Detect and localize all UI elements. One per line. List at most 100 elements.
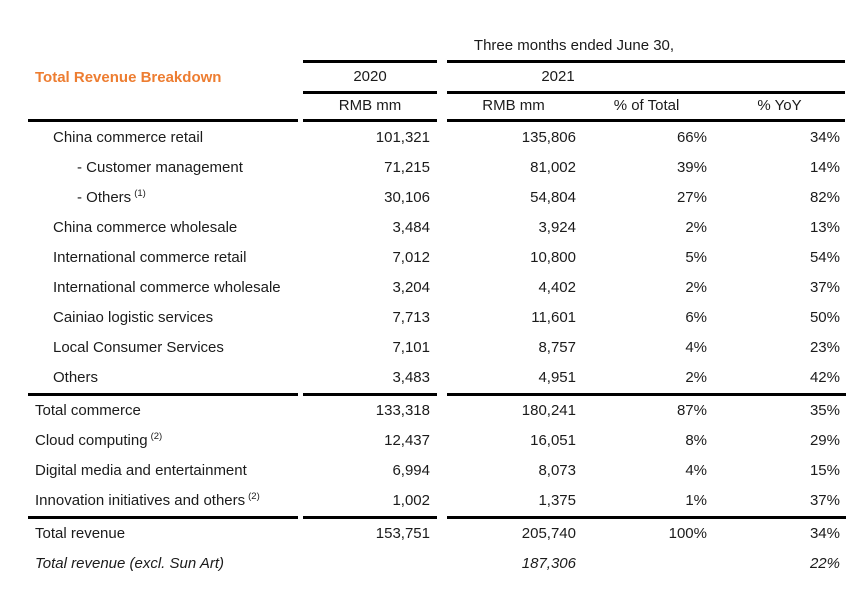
row-label-text: Total revenue (excl. Sun Art) (35, 555, 224, 572)
value-2021: 8,073 (538, 462, 576, 479)
value-2021: 3,924 (538, 219, 576, 236)
row-label-text: Total commerce (35, 402, 141, 419)
value-pct-of-total: 4% (685, 339, 707, 356)
row-label: International commerce wholesale (28, 273, 303, 303)
value-pct-yoy: 13% (809, 219, 840, 236)
value-pct-yoy: 29% (809, 432, 840, 449)
value-2021: 187,306 (521, 555, 576, 572)
value-2020: 133,318 (375, 402, 430, 419)
value-pct-of-total: 8% (685, 432, 707, 449)
table-row: - Others (1) 30,106 54,804 27% 82% (28, 183, 846, 213)
value-pct-yoy: 42% (809, 369, 840, 386)
value-pct-yoy: 15% (809, 462, 840, 479)
value-pct-yoy: 23% (809, 339, 840, 356)
value-2021: 1,375 (538, 492, 576, 509)
footnote-marker: (1) (134, 188, 146, 199)
table-row: Total commerce 133,318 180,241 87% 35% (28, 396, 846, 426)
divider-segment-2021 (447, 393, 846, 396)
value-pct-yoy: 34% (809, 525, 840, 542)
year-2020-header: 2020 (353, 68, 387, 85)
value-2020: 7,713 (392, 309, 430, 326)
value-pct-of-total: 1% (685, 492, 707, 509)
value-pct-of-total: 2% (685, 219, 707, 236)
divider-segment-labels (28, 393, 298, 396)
column-header-pct-yoy: % YoY (757, 97, 802, 114)
table-top-rule-2021 (447, 119, 845, 122)
value-2021: 4,402 (538, 279, 576, 296)
column-header-rmb-2020: RMB mm (338, 97, 402, 114)
value-2021: 180,241 (521, 402, 576, 419)
value-pct-of-total: 27% (676, 189, 707, 206)
row-label: International commerce retail (28, 243, 303, 273)
value-pct-of-total: 100% (668, 525, 707, 542)
row-label-text: International commerce wholesale (53, 279, 281, 296)
value-2020: 3,483 (392, 369, 430, 386)
row-label: Others (28, 363, 303, 393)
row-label-text: Local Consumer Services (53, 339, 224, 356)
value-2020: 101,321 (375, 129, 430, 146)
row-label-text: International commerce retail (53, 249, 247, 266)
value-2021: 10,800 (530, 249, 576, 266)
value-2020: 30,106 (384, 189, 430, 206)
value-pct-yoy: 50% (809, 309, 840, 326)
divider-segment-2020 (303, 516, 437, 519)
row-label: Cloud computing (2) (28, 426, 303, 456)
row-label-text: Innovation initiatives and others (35, 492, 246, 509)
value-2021: 4,951 (538, 369, 576, 386)
table-row: China commerce wholesale 3,484 3,924 2% … (28, 213, 846, 243)
section-divider (28, 516, 846, 519)
divider-segment-2021 (447, 516, 846, 519)
value-pct-yoy: 54% (809, 249, 840, 266)
value-pct-of-total: 2% (685, 279, 707, 296)
value-pct-of-total: 87% (676, 402, 707, 419)
value-2021: 54,804 (530, 189, 576, 206)
value-pct-of-total: 5% (685, 249, 707, 266)
footnote-marker: (2) (248, 491, 260, 502)
table-body: China commerce retail 101,321 135,806 66… (28, 123, 846, 579)
value-pct-yoy: 34% (809, 129, 840, 146)
page-title: Total Revenue Breakdown (35, 69, 222, 86)
value-pct-yoy: 37% (809, 279, 840, 296)
value-2021: 8,757 (538, 339, 576, 356)
table-row: Innovation initiatives and others (2) 1,0… (28, 486, 846, 516)
row-label-text: Cainiao logistic services (53, 309, 214, 326)
value-pct-of-total (580, 549, 713, 579)
value-pct-of-total: 4% (685, 462, 707, 479)
table-row: International commerce wholesale 3,204 4… (28, 273, 846, 303)
value-2021: 16,051 (530, 432, 576, 449)
row-label-text: Digital media and entertainment (35, 462, 247, 479)
divider-segment-2020 (303, 393, 437, 396)
row-label: - Others (1) (28, 183, 303, 213)
column-header-pct-of-total: % of Total (613, 97, 680, 114)
header-rule-2021-bottom (447, 91, 845, 94)
value-2020: 3,204 (392, 279, 430, 296)
value-2020: 153,751 (375, 525, 430, 542)
row-label: Total revenue (28, 519, 303, 549)
row-label-text: - Others (77, 189, 132, 206)
row-label: Digital media and entertainment (28, 456, 303, 486)
value-pct-yoy: 14% (809, 159, 840, 176)
row-label-text: Cloud computing (35, 432, 148, 449)
row-label-text: - Customer management (77, 159, 243, 176)
value-2021: 135,806 (521, 129, 576, 146)
table-row: China commerce retail 101,321 135,806 66… (28, 123, 846, 153)
value-2020 (303, 549, 447, 579)
row-label: Local Consumer Services (28, 333, 303, 363)
value-pct-of-total: 6% (685, 309, 707, 326)
table-row: Total revenue 153,751 205,740 100% 34% (28, 519, 846, 549)
value-2020: 7,101 (392, 339, 430, 356)
section-divider (28, 393, 846, 396)
row-label: China commerce retail (28, 123, 303, 153)
table-row: Cainiao logistic services 7,713 11,601 6… (28, 303, 846, 333)
value-2021: 11,601 (531, 309, 576, 326)
row-label: - Customer management (28, 153, 303, 183)
value-2020: 12,437 (384, 432, 430, 449)
row-label: China commerce wholesale (28, 213, 303, 243)
value-pct-yoy: 82% (809, 189, 840, 206)
row-label: Innovation initiatives and others (2) (28, 486, 303, 516)
value-2020: 7,012 (392, 249, 430, 266)
table-top-rule-2020 (303, 119, 437, 122)
table-row: International commerce retail 7,012 10,8… (28, 243, 846, 273)
table-row: Total revenue (excl. Sun Art) 187,306 22… (28, 549, 846, 579)
